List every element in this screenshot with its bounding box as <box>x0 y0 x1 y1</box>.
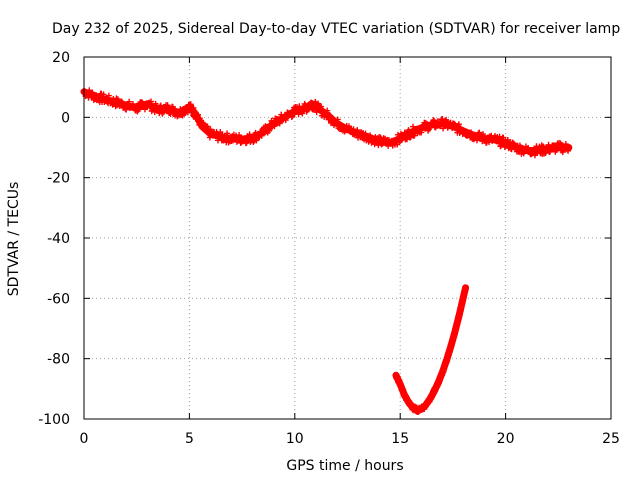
x-tick-label: 10 <box>286 431 304 447</box>
data-series <box>80 87 573 416</box>
y-tick-label: 20 <box>52 50 70 66</box>
y-tick-label: -40 <box>47 231 70 247</box>
x-tick-label: 15 <box>391 431 409 447</box>
y-tick-label: -20 <box>47 171 70 187</box>
x-tick-label: 20 <box>497 431 515 447</box>
x-axis-title: GPS time / hours <box>286 458 403 474</box>
y-tick-label: 0 <box>61 110 70 126</box>
y-axis-title: SDTVAR / TECUs <box>6 182 22 297</box>
grid <box>84 57 611 419</box>
series-2 <box>392 284 470 416</box>
series-1 <box>80 87 573 159</box>
plot-frame <box>83 56 612 420</box>
chart-title: Day 232 of 2025, Sidereal Day-to-day VTE… <box>52 21 620 37</box>
x-tick-label: 0 <box>80 431 89 447</box>
y-tick-label: -80 <box>47 352 70 368</box>
y-tick-label: -60 <box>47 291 70 307</box>
x-tick-label: 25 <box>602 431 620 447</box>
y-tick-label: -100 <box>38 412 70 428</box>
axes: 0 5 10 15 20 25 20 0 -20 -40 -60 -80 -100 <box>38 50 620 447</box>
x-tick-label: 5 <box>185 431 194 447</box>
